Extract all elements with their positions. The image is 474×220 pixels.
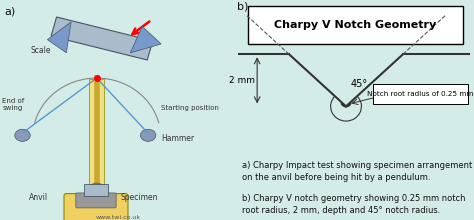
Text: b): b)	[237, 1, 248, 11]
FancyBboxPatch shape	[76, 193, 116, 208]
Text: www.twi.co.uk: www.twi.co.uk	[96, 215, 141, 220]
Bar	[84, 184, 108, 196]
Text: 2 mm: 2 mm	[229, 76, 255, 85]
Polygon shape	[130, 26, 161, 53]
Text: a): a)	[5, 7, 16, 16]
Text: a) Charpy Impact test showing specimen arrangement
on the anvil before being hit: a) Charpy Impact test showing specimen a…	[242, 161, 472, 182]
Text: Specimen: Specimen	[121, 193, 158, 202]
Text: b) Charpy V notch geometry showing 0.25 mm notch
root radius, 2 mm, depth and 45: b) Charpy V notch geometry showing 0.25 …	[242, 194, 465, 215]
Ellipse shape	[140, 129, 156, 141]
Text: Hammer: Hammer	[161, 134, 194, 143]
FancyBboxPatch shape	[247, 6, 464, 44]
Polygon shape	[51, 17, 153, 60]
FancyBboxPatch shape	[64, 194, 128, 220]
Text: Anvil: Anvil	[28, 193, 47, 202]
Bar	[89, 79, 104, 198]
Text: End of
swing: End of swing	[2, 98, 25, 111]
Polygon shape	[47, 22, 71, 53]
Text: Scale: Scale	[30, 46, 51, 55]
Ellipse shape	[15, 129, 30, 141]
Ellipse shape	[88, 183, 106, 198]
FancyBboxPatch shape	[373, 84, 468, 104]
Text: Starting position: Starting position	[161, 105, 219, 111]
Text: 45°: 45°	[350, 79, 368, 89]
Text: Notch root radius of 0.25 mm: Notch root radius of 0.25 mm	[367, 91, 474, 97]
Text: Charpy V Notch Geometry: Charpy V Notch Geometry	[274, 20, 437, 30]
